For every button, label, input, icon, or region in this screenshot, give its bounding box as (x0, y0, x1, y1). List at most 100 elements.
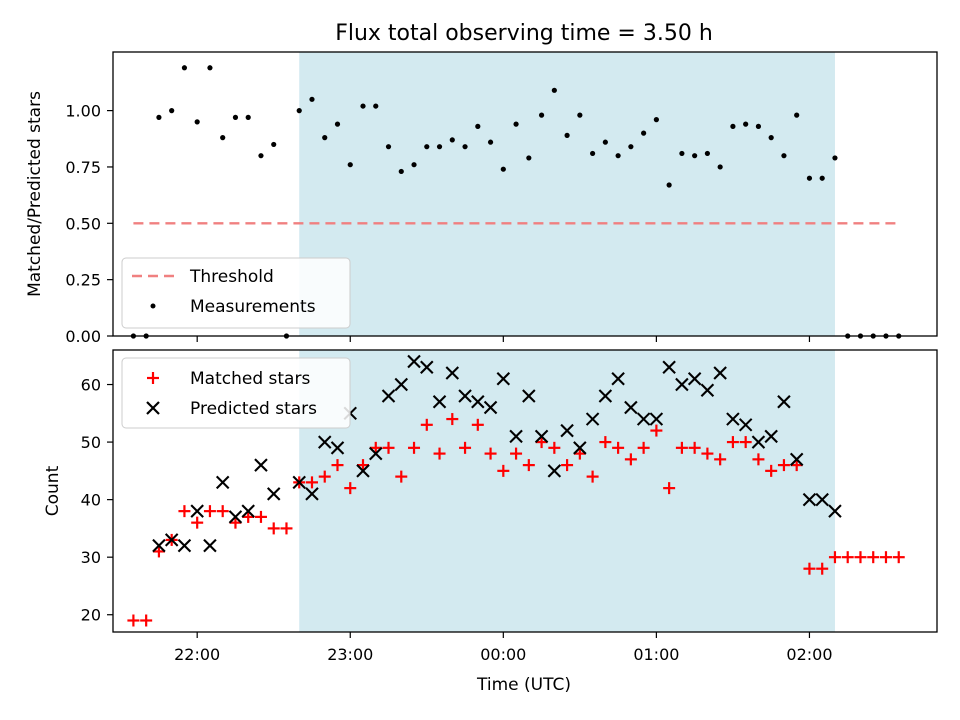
top-y-tick-label: 0.25 (65, 271, 101, 290)
matched-star-point (599, 436, 612, 449)
matched-star-point (216, 505, 229, 518)
top-legend-box (121, 257, 351, 329)
observing-window-span (299, 52, 835, 336)
measurement-point (271, 141, 277, 148)
predicted-star-point (789, 452, 804, 467)
predicted-star-point (624, 400, 638, 415)
predicted-star-point (560, 423, 574, 438)
measurement-point (475, 123, 481, 129)
predicted-star-point (394, 377, 409, 392)
measurement-point (781, 153, 787, 159)
measurement-point (487, 139, 494, 145)
bottom-y-tick-label: 20 (81, 606, 101, 625)
matched-star-point (459, 441, 472, 454)
matched-star-point (484, 447, 497, 460)
measurement-point (500, 166, 506, 172)
matched-star-point (382, 441, 395, 454)
measurement-point (220, 135, 226, 141)
matched-star-point (854, 551, 867, 564)
measurement-point (743, 121, 749, 127)
bottom-legend-box (121, 357, 351, 429)
measurement-point (360, 103, 366, 109)
predicted-star-point (305, 487, 319, 501)
matched-star-point (140, 614, 153, 627)
matched-star-point (739, 436, 752, 449)
bottom-y-axis-label: Count (43, 465, 63, 516)
legend-matched-label: Matched stars (190, 369, 310, 389)
legend-threshold-label: Threshold (189, 267, 274, 287)
predicted-star-point (241, 504, 255, 518)
matched-star-point (178, 505, 191, 518)
predicted-star-point (573, 441, 587, 455)
top-axes-frame (112, 51, 938, 337)
predicted-star-point (254, 458, 268, 472)
predicted-star-point (764, 429, 778, 444)
matched-star-point (535, 436, 548, 449)
measurement-point (373, 103, 379, 109)
bottom-y-tick-label: 40 (81, 491, 101, 510)
measurement-point (602, 139, 608, 145)
predicted-star-point (445, 366, 460, 380)
measurement-point (181, 65, 188, 71)
matched-star-point (229, 516, 242, 529)
measurement-point (806, 175, 813, 181)
predicted-star-point (675, 377, 689, 392)
measurement-point (258, 153, 264, 159)
matched-star-point (191, 516, 204, 529)
predicted-star-point (828, 504, 842, 518)
matched-star-point (790, 459, 803, 472)
matched-star-point (624, 453, 637, 466)
x-tick-label: 22:00 (174, 645, 220, 664)
predicted-star-point (509, 429, 523, 444)
matched-star-point (267, 522, 280, 535)
matched-star-point (305, 476, 318, 489)
measurement-point (526, 155, 532, 161)
measurement-point (322, 135, 328, 141)
measurement-point (641, 130, 647, 136)
matched-star-point (663, 482, 676, 495)
measurement-point (309, 96, 315, 102)
observing-window-span (299, 350, 835, 632)
matched-star-point (701, 447, 714, 460)
predicted-star-point (700, 383, 715, 398)
measurement-point (169, 108, 175, 114)
matched-star-point (497, 464, 510, 477)
matched-star-point (573, 447, 586, 460)
x-tick-label: 00:00 (480, 645, 526, 664)
matched-star-point (675, 441, 688, 454)
bottom-panel: 22:00 23:00 00:00 01:00 02:00 20 30 40 50 60 Coun… (43, 349, 938, 695)
measurement-point (819, 175, 825, 181)
predicted-star-point (330, 441, 345, 455)
predicted-star-point (726, 412, 740, 426)
matched-star-point (420, 418, 433, 431)
measurement-point (653, 117, 659, 123)
matched-star-point (637, 441, 650, 454)
measurement-point (449, 137, 455, 143)
matched-star-point (777, 459, 790, 472)
matched-star-point (357, 459, 370, 472)
predicted-star-point (483, 400, 498, 415)
measurement-point (768, 135, 774, 141)
matched-star-point (203, 505, 216, 518)
matched-star-point (752, 453, 765, 466)
measurement-point (564, 132, 570, 138)
predicted-star-point (713, 366, 727, 380)
measurement-point (411, 162, 417, 168)
predicted-star-point (738, 418, 753, 432)
matched-star-point (714, 453, 727, 466)
predicted-star-point (190, 504, 204, 518)
matched-star-point (650, 424, 663, 437)
predicted-star-point (815, 492, 829, 507)
matched-star-point (510, 447, 523, 460)
measurement-point (385, 144, 392, 150)
predicted-star-point (177, 538, 192, 553)
measurement-point (628, 144, 634, 150)
x-tick-label: 23:00 (327, 645, 373, 664)
chart-title: Flux total observing time = 3.50 h (335, 21, 713, 46)
top-y-axis-label: Matched/Predicted stars (25, 91, 45, 297)
matched-star-point (395, 470, 408, 483)
matched-star-point (892, 551, 905, 564)
measurement-point (755, 123, 762, 129)
predicted-star-point (611, 372, 625, 386)
